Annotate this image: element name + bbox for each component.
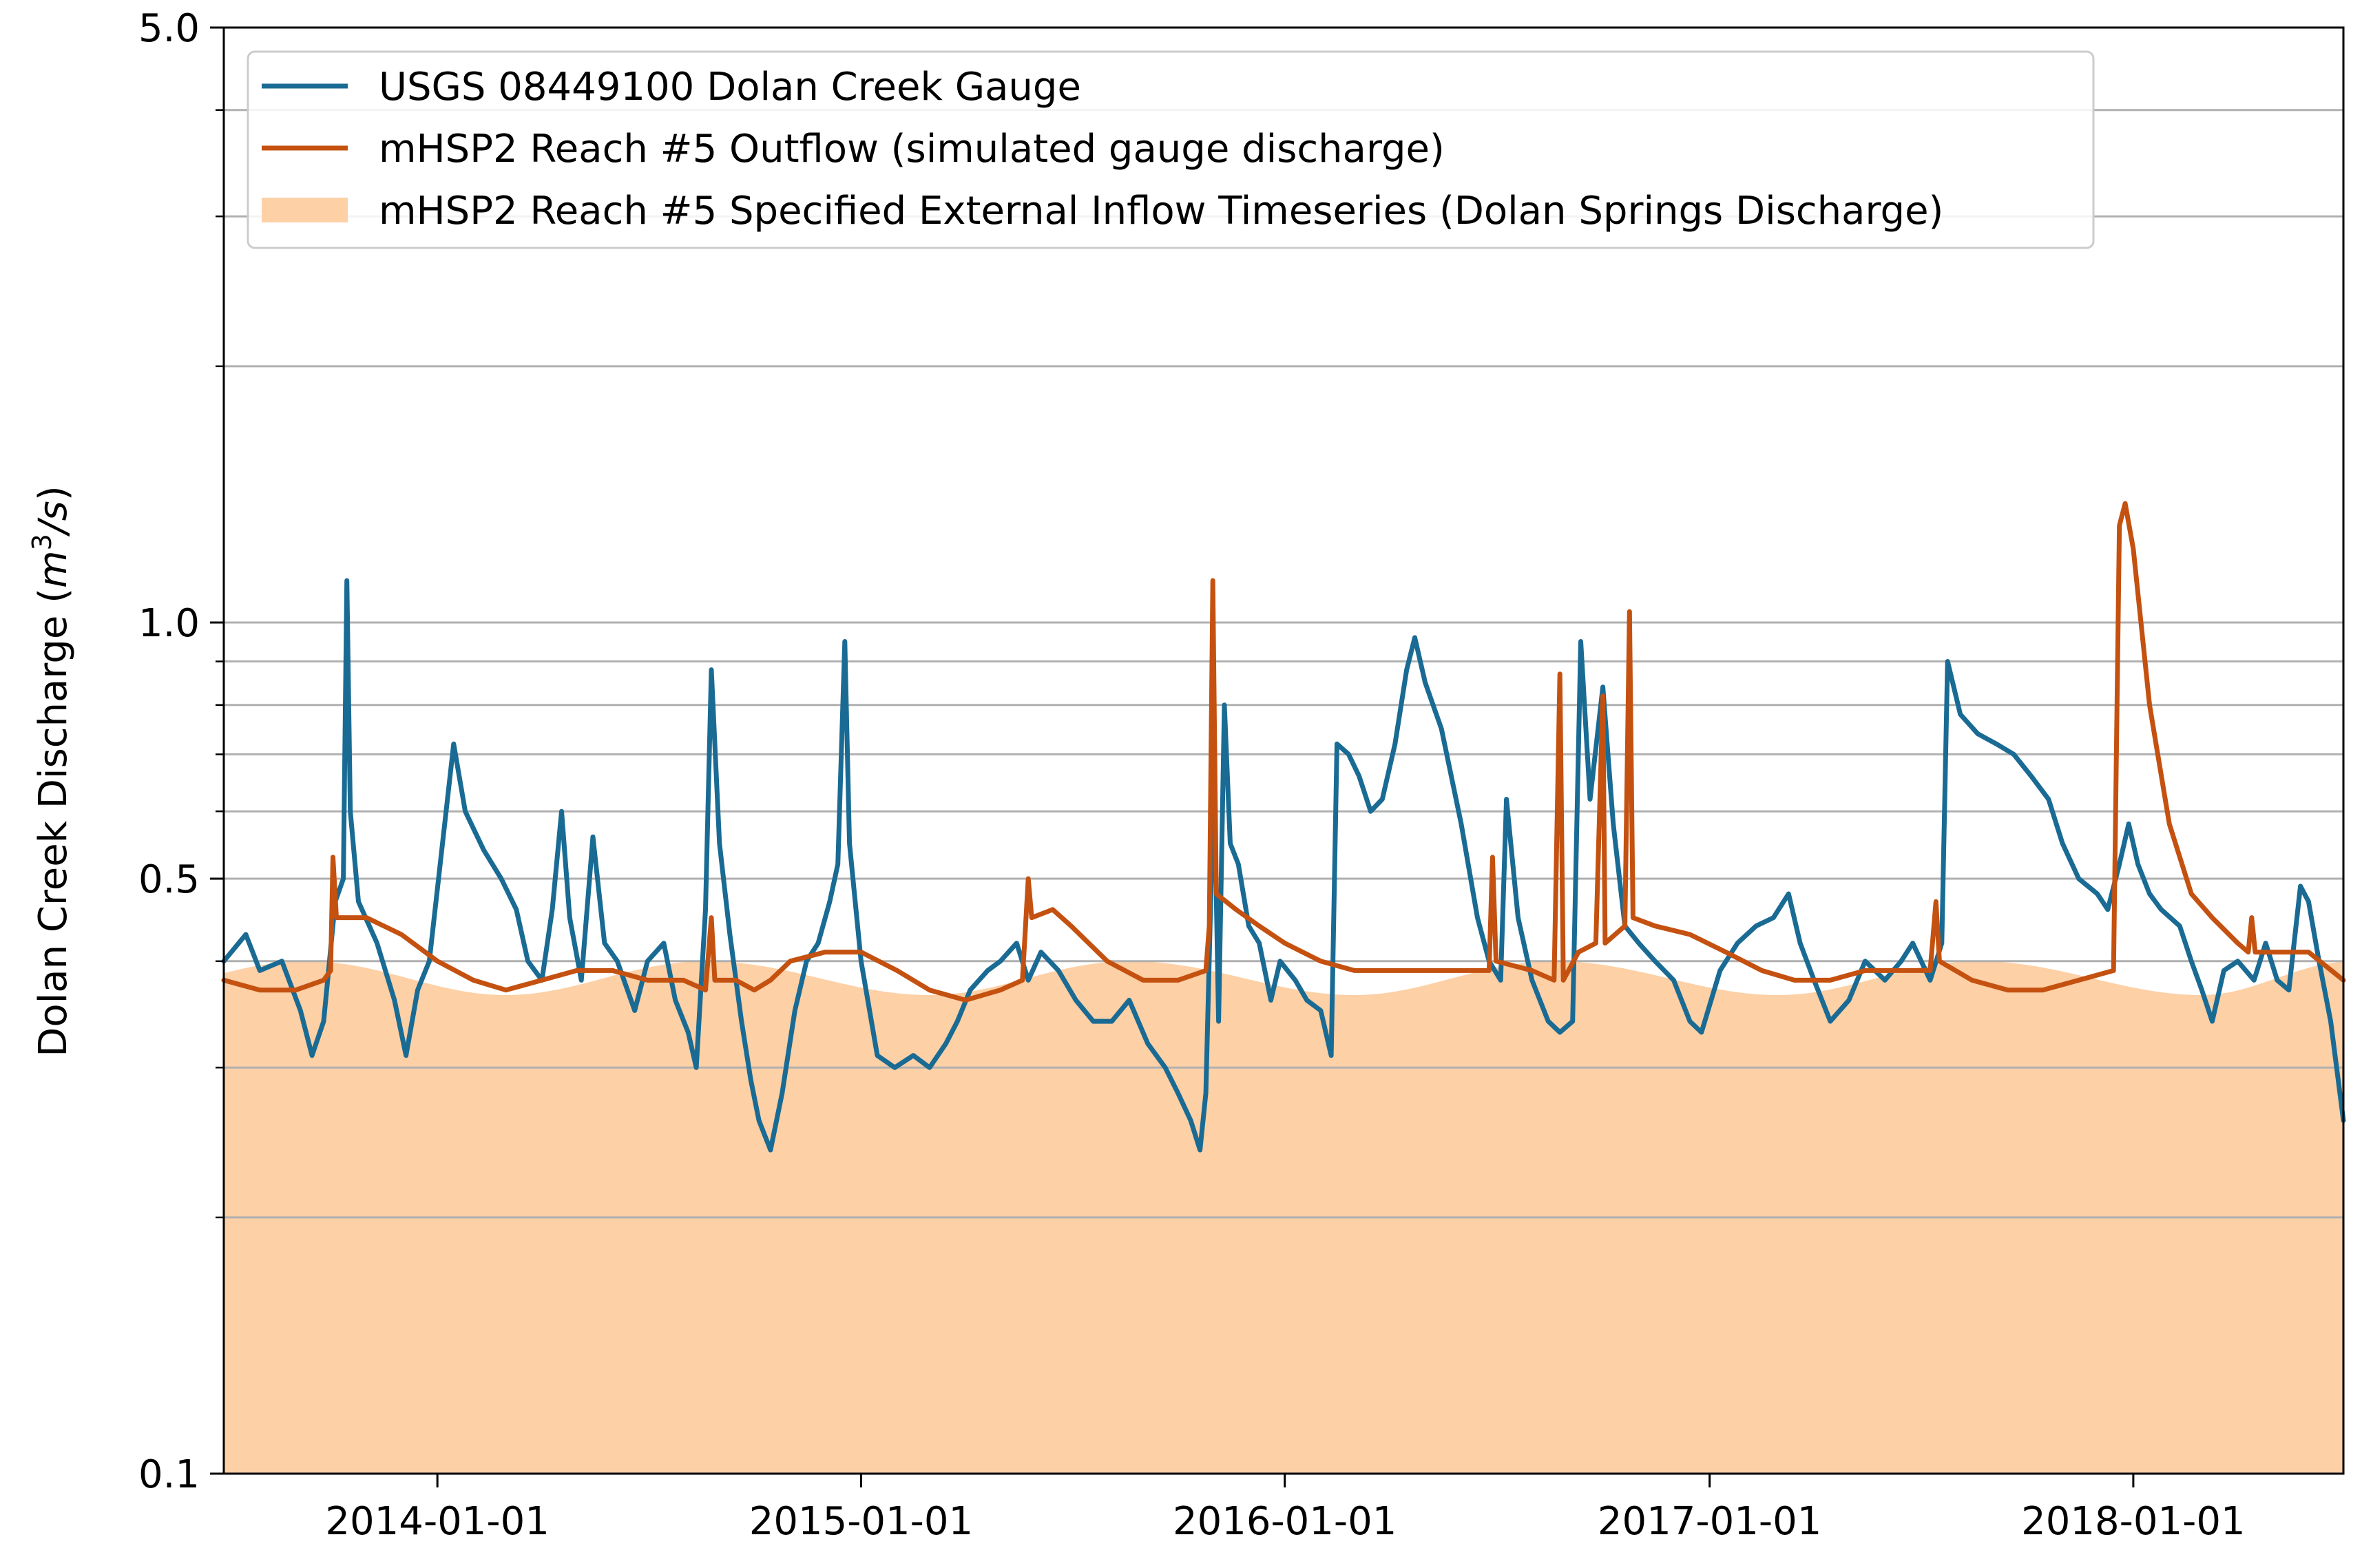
legend-box [247,50,2095,249]
y-tick-label: 1.0 [138,601,200,646]
series-layer [221,501,2346,1153]
legend-entry-label: USGS 08449100 Dolan Creek Gauge [379,65,1081,109]
x-tick-label: 2018-01-01 [2021,1499,2245,1544]
y-tick-label: 0.1 [138,1452,200,1497]
x-tick-label: 2014-01-01 [325,1499,549,1544]
x-tick-label: 2015-01-01 [749,1499,973,1544]
x-tick-label: 2016-01-01 [1173,1499,1397,1544]
y-axis-label: Dolan Creek Discharge (m3/s) [27,485,76,1056]
legend-swatch-area [262,198,348,222]
legend-entry-label: mHSP2 Reach #5 Outflow (simulated gauge … [379,127,1445,171]
legend: USGS 08449100 Dolan Creek Gauge mHSP2 Rea… [247,50,2095,249]
series-line-mhsp2-outflow [221,501,2346,1003]
y-tick-label: 5.0 [138,6,200,51]
plot-frame [222,26,2345,1475]
legend-entry-label: mHSP2 Reach #5 Specified External Inflow… [379,189,1943,233]
axes-layer: 0.1 0.5 1.0 5.0 2014-01-01 2015-01-01 2016-01-… [138,6,2345,1544]
x-tick-label: 2017-01-01 [1598,1499,1821,1544]
series-line-usgs-gauge [221,578,2346,1153]
y-tick-label: 0.5 [138,857,200,902]
